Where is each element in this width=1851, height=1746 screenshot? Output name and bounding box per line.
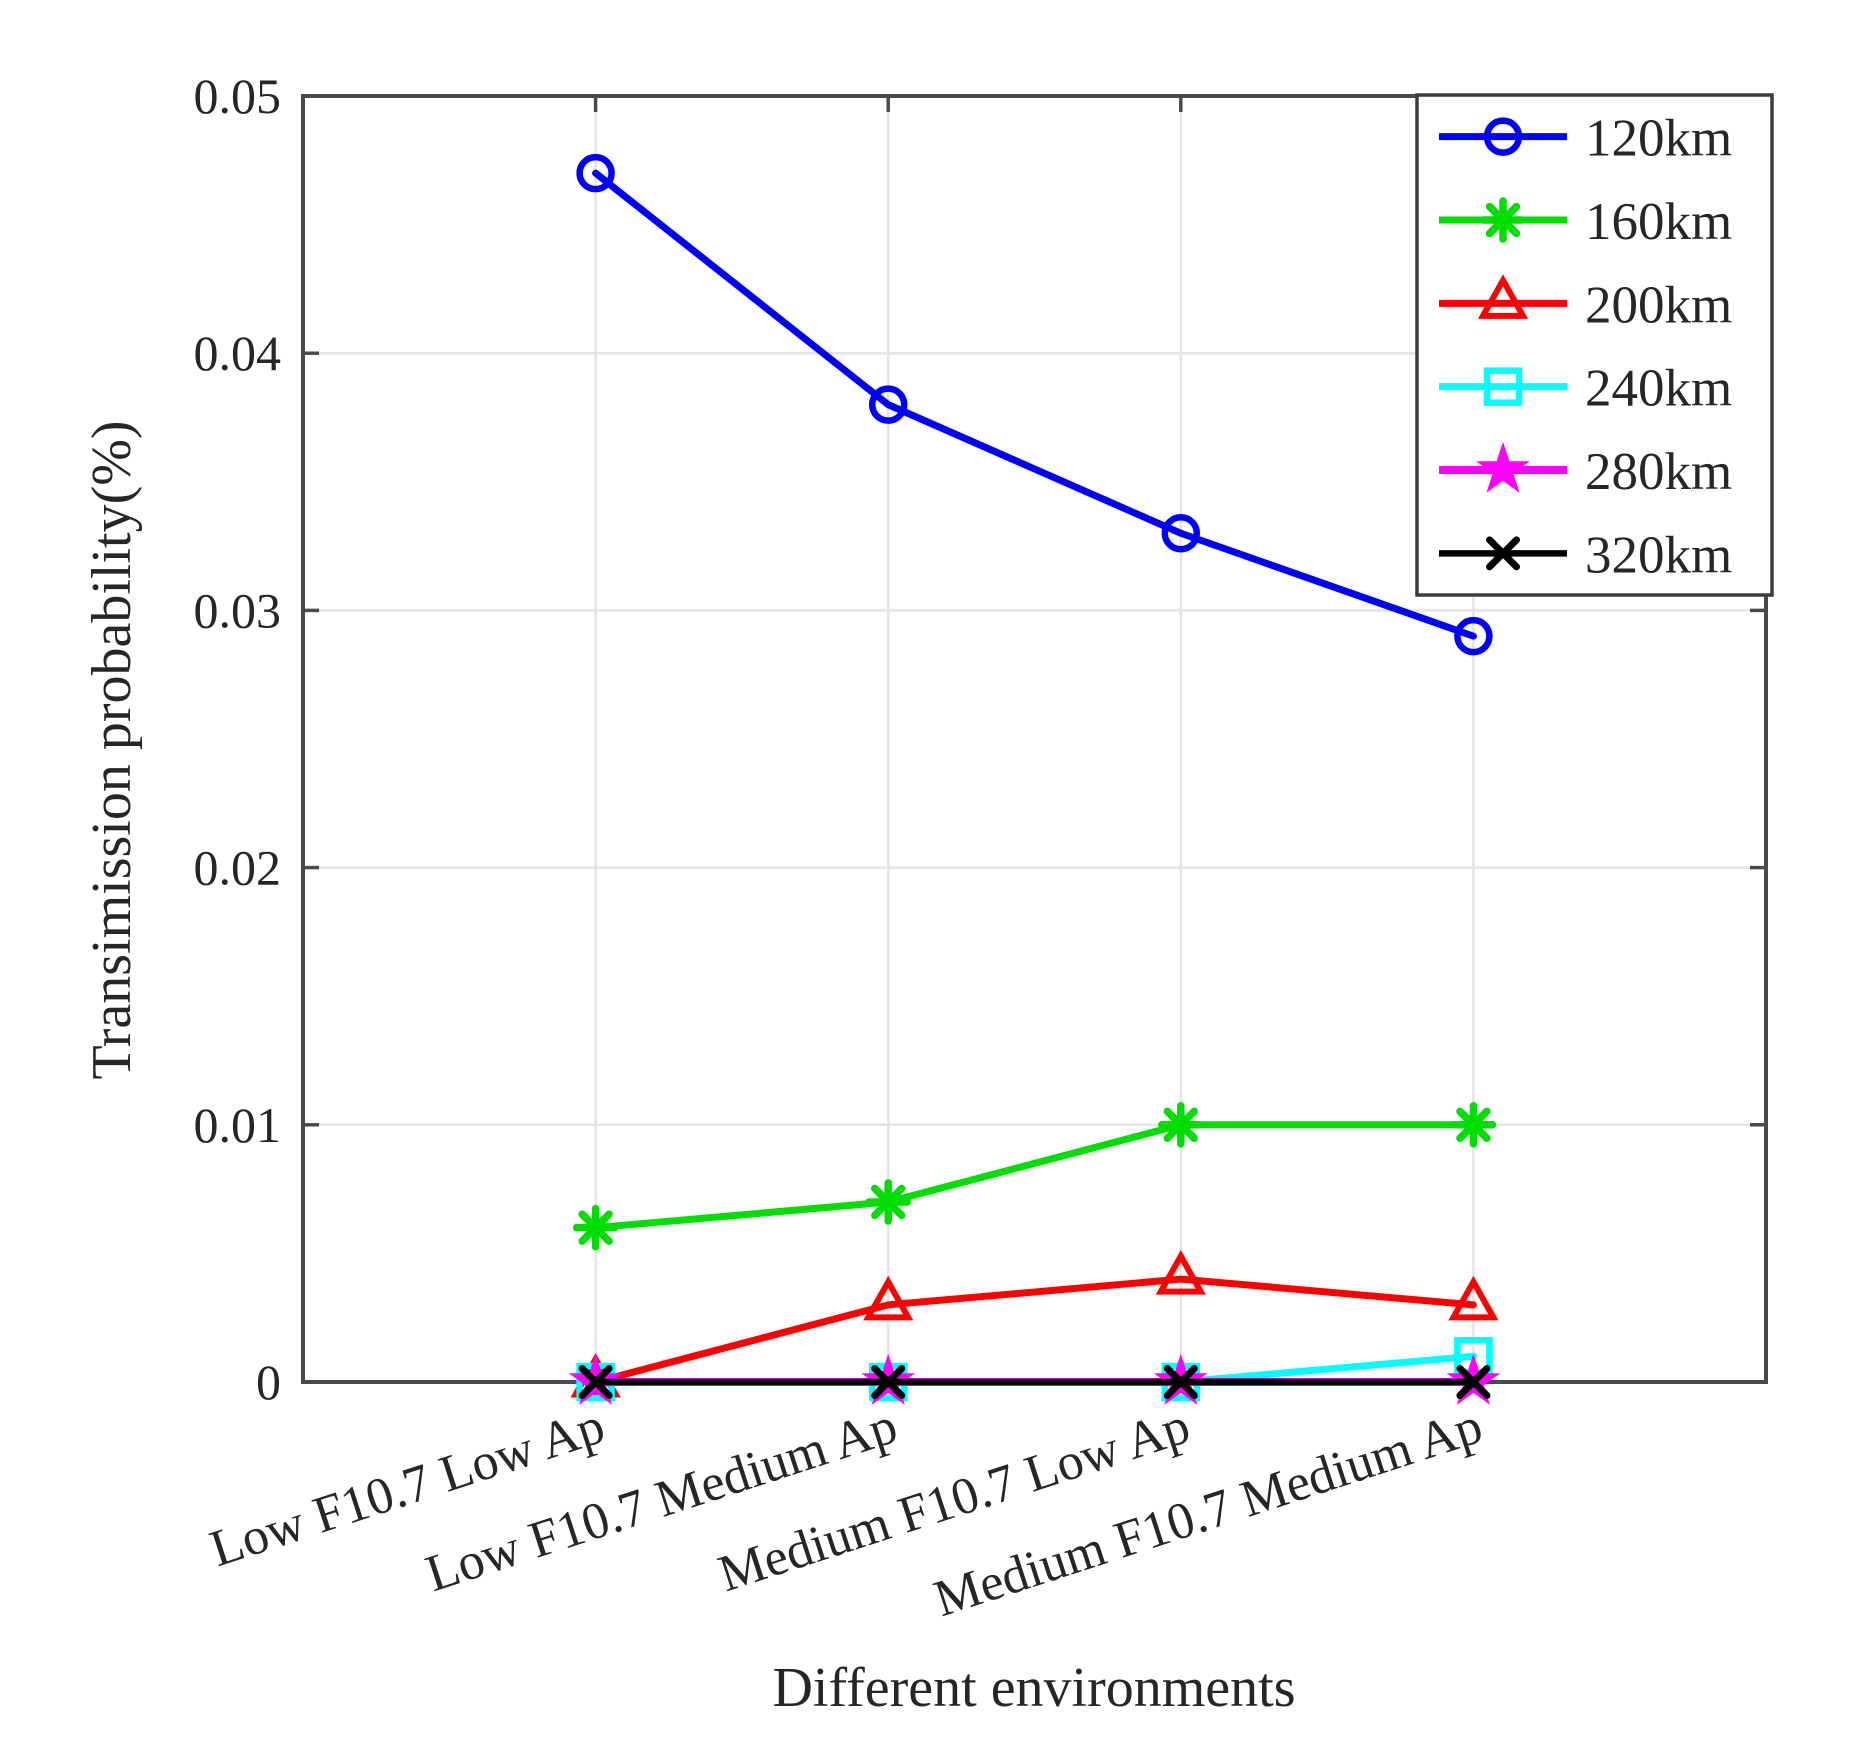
marker-triangle — [1477, 274, 1529, 319]
marker-circle — [576, 153, 615, 193]
marker-triangle — [1448, 1275, 1499, 1321]
series-320km — [578, 1365, 1491, 1399]
marker-square — [1483, 367, 1523, 406]
series-group — [568, 153, 1501, 1405]
series-160km — [572, 1102, 1497, 1251]
marker-x — [1486, 536, 1520, 571]
y-tick-label: 0.01 — [194, 1097, 282, 1153]
legend-label: 200km — [1585, 276, 1732, 334]
y-tick-label: 0 — [256, 1354, 281, 1410]
marker-circle — [1483, 117, 1523, 156]
y-tick-label: 0.02 — [194, 840, 282, 896]
series-line-160km — [592, 1121, 1477, 1232]
marker-asterisk — [1163, 1107, 1198, 1142]
marker-x — [1163, 1365, 1198, 1399]
marker-asterisk — [1456, 1107, 1491, 1142]
y-tick-labels: 0 0.01 0.02 0.03 0.04 0.05 — [194, 68, 282, 1410]
legend: 120km 160km 200km 240km 280km 320km — [1415, 93, 1774, 597]
marker-asterisk — [1485, 202, 1521, 238]
marker-asterisk — [578, 1210, 613, 1245]
legend-label: 280km — [1585, 443, 1732, 501]
marker-circle — [868, 385, 908, 424]
series-200km — [570, 1250, 1499, 1398]
marker-circle — [1454, 616, 1493, 656]
x-axis-label: Different environments — [772, 1657, 1295, 1719]
marker-triangle — [863, 1275, 914, 1321]
y-tick-label: 0.04 — [194, 325, 282, 381]
legend-label: 120km — [1585, 110, 1732, 168]
marker-x — [578, 1365, 613, 1399]
marker-triangle — [1155, 1250, 1206, 1295]
marker-circle — [1161, 513, 1201, 553]
marker-asterisk — [871, 1184, 906, 1220]
y-tick-label: 0.03 — [194, 582, 282, 638]
x-tick-label: Medium F10.7 Medium Ap — [927, 1397, 1489, 1628]
y-tick-label: 0.05 — [194, 68, 282, 124]
marker-star — [1476, 441, 1530, 493]
legend-box — [1415, 93, 1774, 597]
marker-x — [871, 1365, 906, 1399]
legend-label: 320km — [1585, 526, 1732, 584]
legend-label: 160km — [1585, 193, 1732, 251]
legend-label: 240km — [1585, 360, 1732, 418]
marker-x — [1456, 1365, 1491, 1399]
series-line-120km — [592, 169, 1477, 640]
series-line-200km — [592, 1275, 1477, 1386]
series-120km — [576, 153, 1493, 656]
x-tick-label: Low F10.7 Medium Ap — [419, 1397, 904, 1603]
y-axis-label: Transimission probability(%) — [81, 420, 143, 1079]
